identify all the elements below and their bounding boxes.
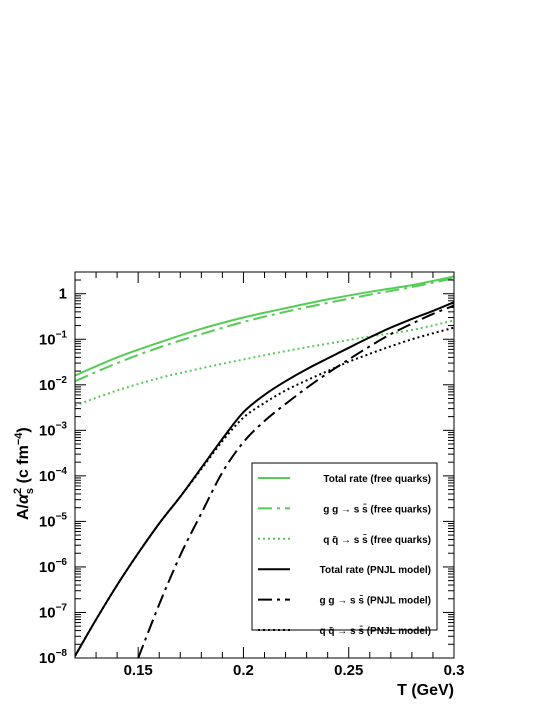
series-line-1: [75, 275, 454, 377]
y-tick-label: 10−5: [39, 511, 68, 530]
x-tick-labels: 0.15 0.2 0.25 0.3: [124, 662, 465, 679]
x-tick-label: 0.2: [233, 662, 254, 679]
y-tick-labels: 10−8 10−7 10−6 10−5 10−4 10−3 10−2 10−1 1: [39, 286, 68, 667]
x-tick-label: 0.3: [444, 662, 465, 679]
legend-label-3: q q̄ → s s̄ (free quarks): [323, 534, 431, 546]
axis-ticks: [74, 271, 455, 659]
y-tick-label: 10−3: [39, 420, 68, 439]
legend-label-2: g g → s s̄ (free quarks): [323, 503, 431, 515]
legend-label-1: Total rate (free quarks): [323, 474, 431, 485]
y-tick-label: 10−2: [39, 375, 68, 394]
x-tick-label: 0.15: [124, 662, 153, 679]
series-lines: [75, 275, 454, 658]
legend-box: [251, 462, 438, 631]
legend: Total rate (free quarks) g g → s s̄ (free…: [251, 462, 438, 637]
y-tick-label: 10−1: [39, 329, 68, 348]
series-line-3: [75, 319, 454, 407]
y-tick-label: 10−4: [39, 466, 68, 485]
y-tick-label: 10−6: [39, 557, 68, 576]
series-line-5: [137, 304, 454, 658]
series-line-2: [75, 277, 454, 383]
legend-label-4: Total rate (PNJL model): [320, 565, 431, 576]
legend-label-5: g g → s s̄ (PNJL model): [320, 594, 432, 606]
y-tick-label: 10−7: [39, 602, 68, 621]
x-tick-label: 0.25: [334, 662, 363, 679]
legend-label-6: q q̄ → s s̄ (PNJL model): [320, 625, 432, 637]
y-axis-title: A/αs2 (c fm−4): [12, 427, 36, 520]
y-tick-label: 1: [59, 286, 67, 303]
series-line-6: [75, 326, 454, 657]
x-axis-title: T (GeV): [397, 682, 454, 699]
y-tick-label: 10−8: [39, 648, 68, 667]
